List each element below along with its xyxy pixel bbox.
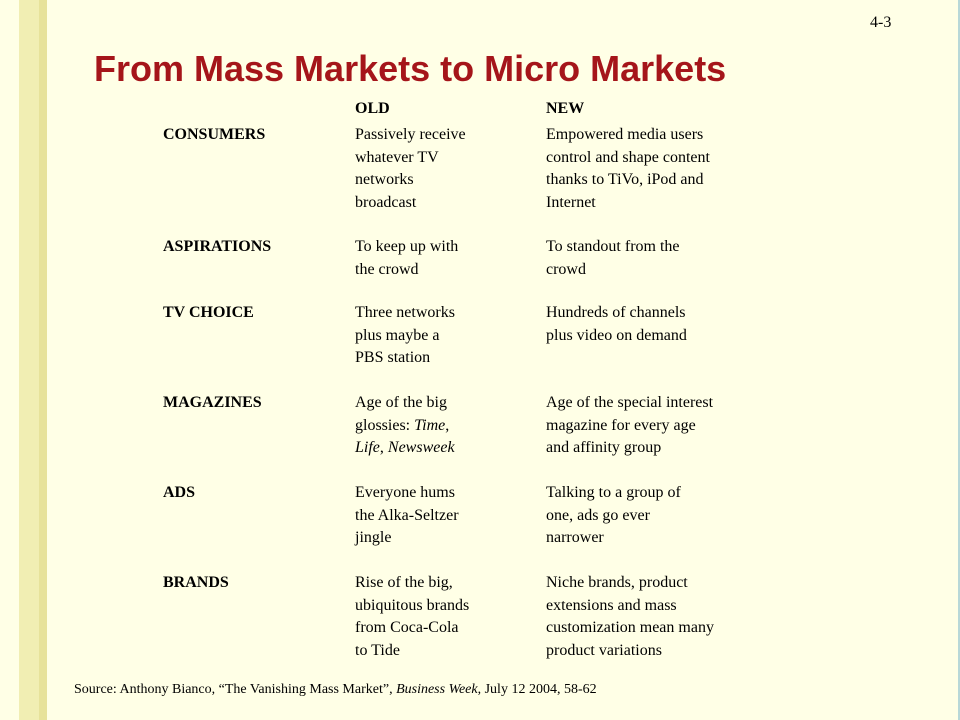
old-line: Age of the big [355,394,447,411]
new-line: narrower [546,529,604,546]
new-line: To standout from the [546,238,680,255]
new-line: extensions and mass [546,596,677,614]
old-cell: Rise of the big, ubiquitous brands from … [355,572,535,662]
old-line: plus maybe a [355,326,440,344]
old-line: ubiquitous brands [355,596,470,614]
new-line: Empowered media users [546,126,704,143]
old-line: Passively receive [355,126,466,143]
old-line: to Tide [355,641,400,659]
new-line: Niche brands, product [546,574,688,591]
source-suffix: , July 12 2004, 58-62 [477,682,597,697]
old-line: the crowd [355,260,419,278]
new-line: control and shape content [546,148,710,166]
old-line: whatever TV [355,148,439,166]
new-cell: Hundreds of channels plus video on deman… [546,302,776,347]
source-publication: Business Week [396,682,478,697]
new-line: plus video on demand [546,326,687,344]
source-citation: Source: Anthony Bianco, “The Vanishing M… [74,682,597,698]
new-line: and affinity group [546,439,662,456]
new-line: customization mean many [546,619,714,636]
new-line: thanks to TiVo, iPod and [546,171,704,188]
old-cell: Passively receive whatever TV networks b… [355,124,535,214]
new-line: Age of the special interest [546,394,714,411]
new-cell: Niche brands, product extensions and mas… [546,572,776,662]
new-line: crowd [546,260,586,278]
old-line: To keep up with [355,238,459,255]
old-cell: Three networks plus maybe a PBS station [355,302,535,370]
old-line: jingle [355,529,392,546]
new-line: Hundreds of channels [546,304,686,321]
row-category: ADS [163,484,196,501]
row-category: CONSUMERS [163,126,266,143]
new-line: Internet [546,193,596,211]
old-line: Everyone hums [355,484,455,501]
old-line: the Alka-Seltzer [355,506,459,524]
row-category: TV CHOICE [163,304,254,321]
old-line: glossies: Time, [355,416,450,434]
old-line: networks [355,171,414,188]
column-header-old: OLD [355,100,390,117]
old-cell: Everyone hums the Alka-Seltzer jingle [355,482,535,550]
row-category: BRANDS [163,574,229,591]
new-cell: Age of the special interest magazine for… [546,392,776,460]
old-line: Life, Newsweek [355,439,455,456]
old-line: Three networks [355,304,455,321]
old-line: from Coca-Cola [355,619,459,636]
column-header-new: NEW [546,100,585,117]
old-cell: Age of the big glossies: Time, Life, New… [355,392,535,460]
slide-title: From Mass Markets to Micro Markets [94,48,727,89]
right-border-line [958,0,960,720]
left-accent-bar [19,0,39,720]
old-line: broadcast [355,193,417,211]
new-line: magazine for every age [546,416,696,434]
source-prefix: Source: Anthony Bianco, “The Vanishing M… [74,682,397,697]
new-line: Talking to a group of [546,484,681,501]
left-accent-stripe [39,0,47,720]
row-category: MAGAZINES [163,394,262,411]
slide-number: 4-3 [870,14,892,31]
new-cell: Empowered media users control and shape … [546,124,776,214]
new-line: product variations [546,641,662,659]
row-category: ASPIRATIONS [163,238,272,255]
new-cell: To standout from the crowd [546,236,776,281]
new-line: one, ads go ever [546,506,650,524]
old-line: PBS station [355,349,431,366]
old-line: Rise of the big, [355,574,453,591]
new-cell: Talking to a group of one, ads go ever n… [546,482,776,550]
old-cell: To keep up with the crowd [355,236,535,281]
